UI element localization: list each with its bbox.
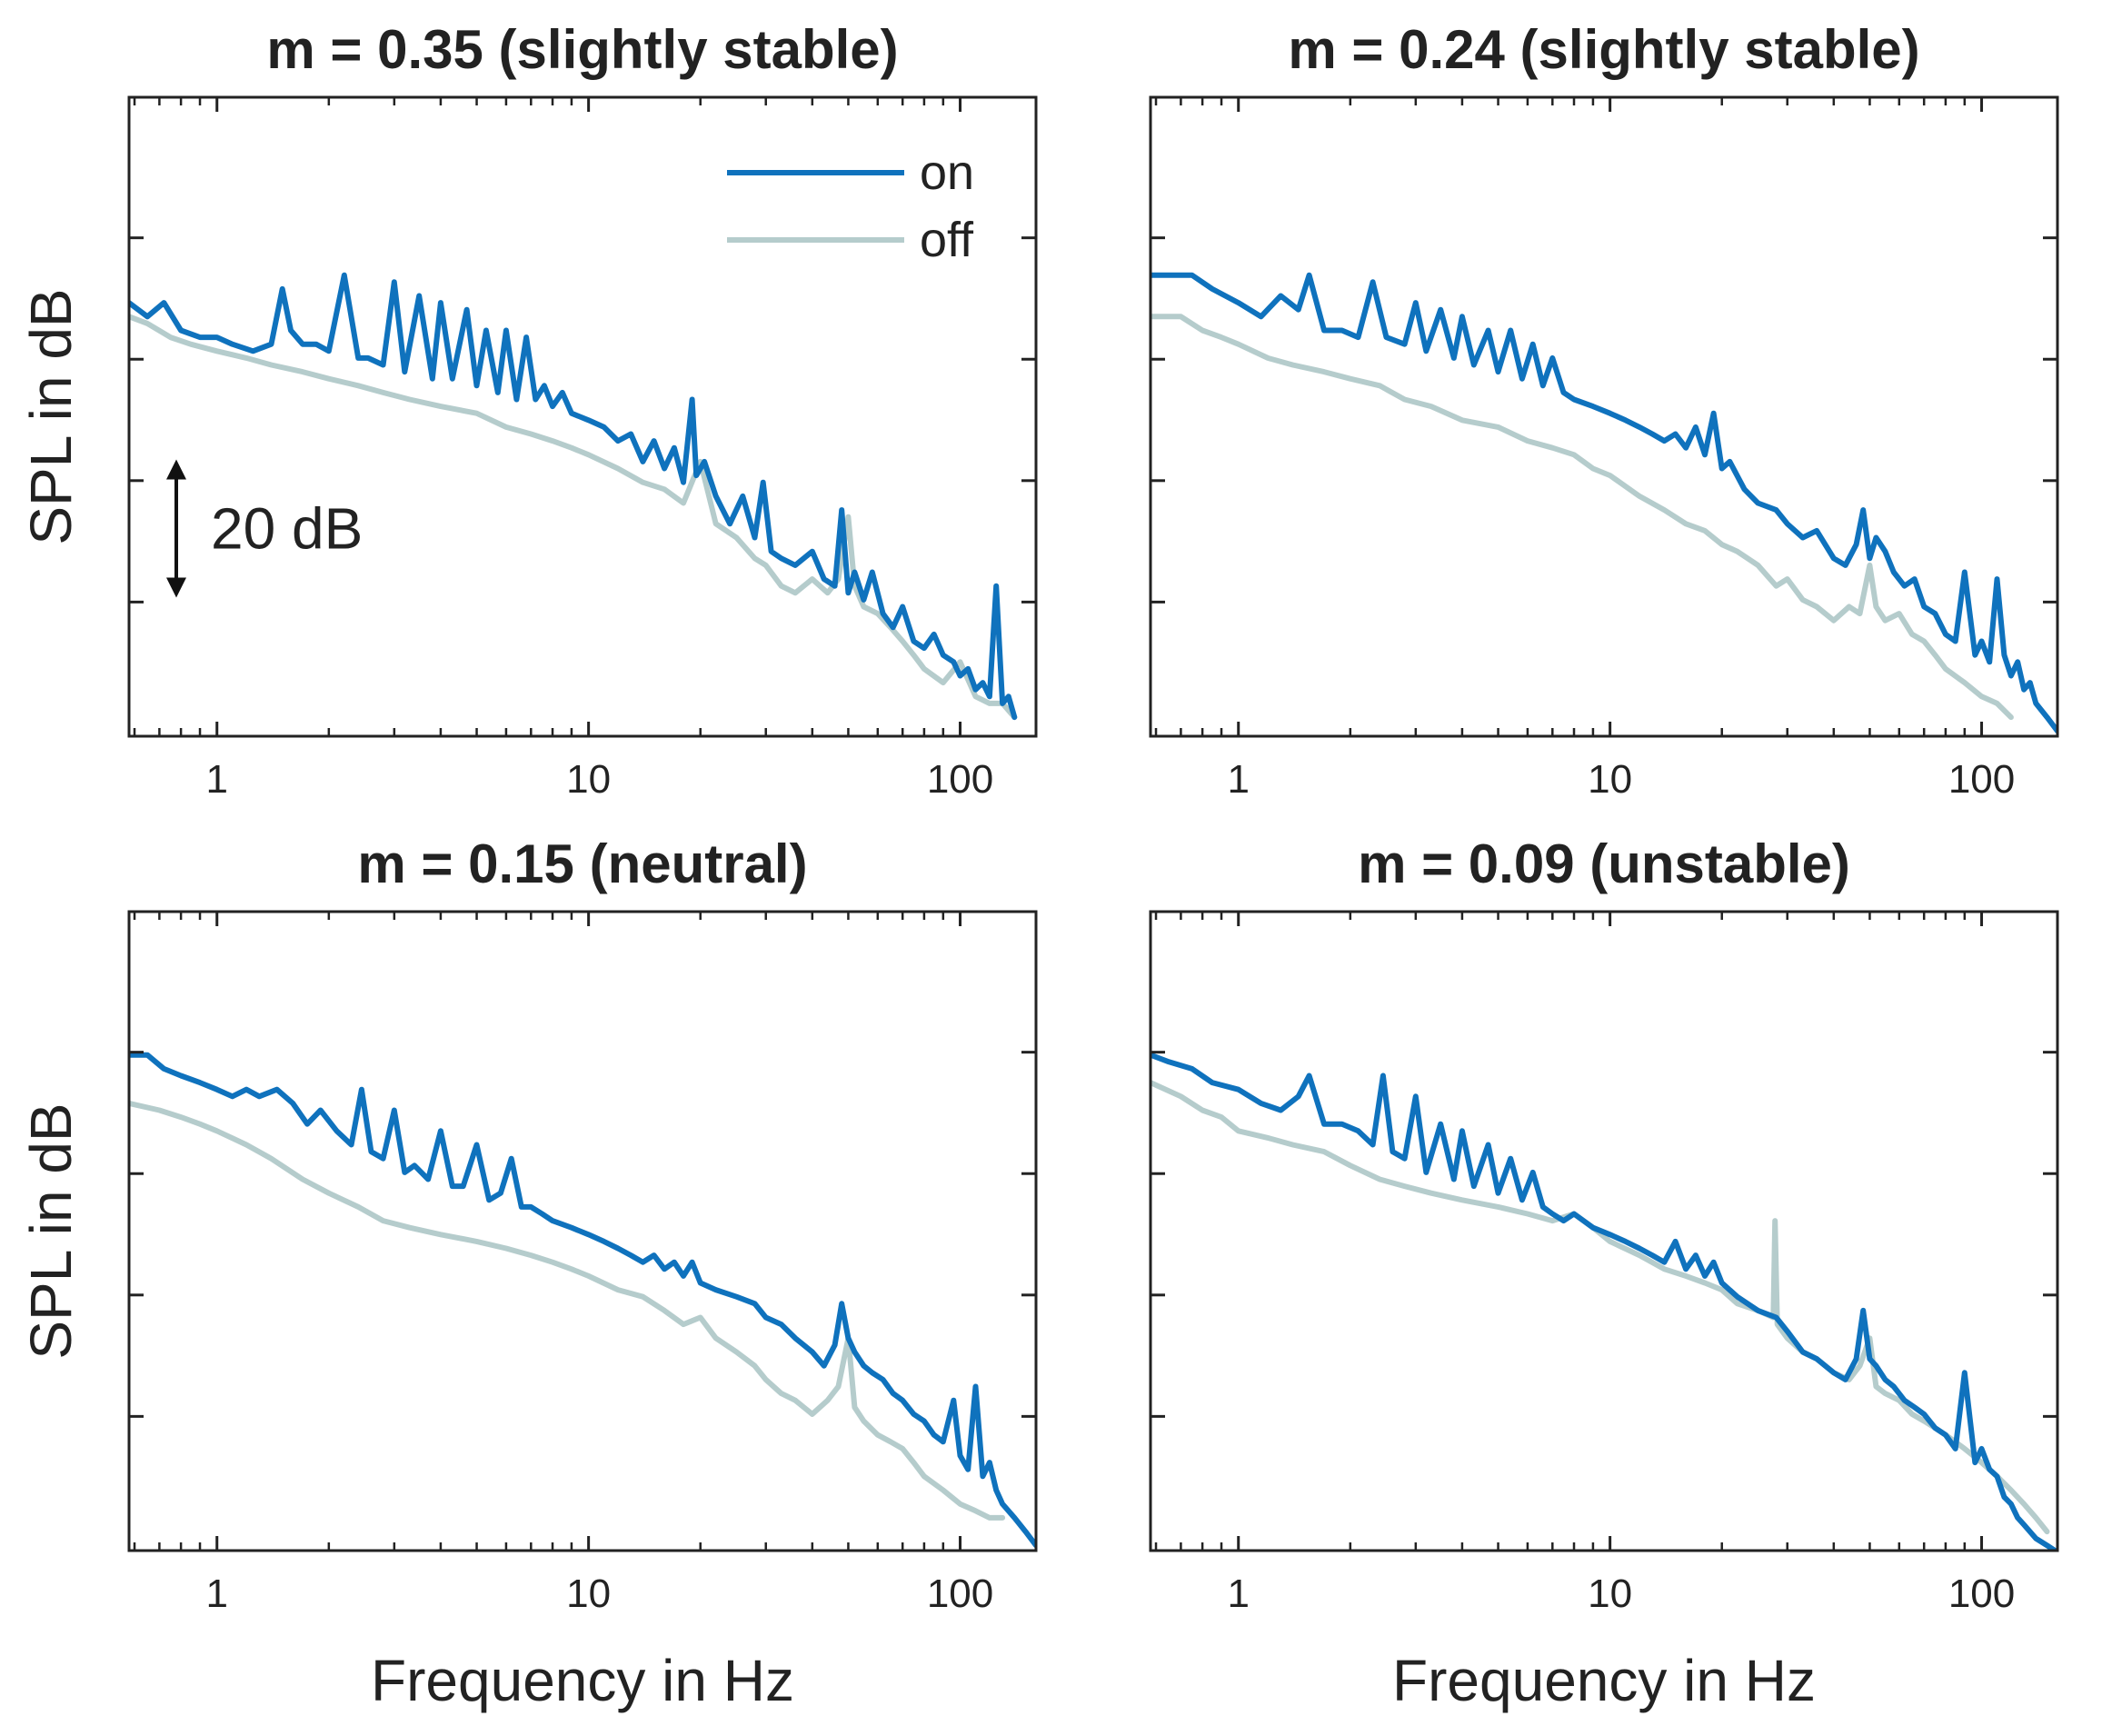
- scale-bar: 20 dB: [166, 459, 363, 598]
- plot-frame: [1149, 910, 2059, 1552]
- x-tick-label: 100: [1948, 757, 2015, 802]
- panel-title: m = 0.35 (slightly stable): [266, 19, 898, 80]
- panel-1: m = 0.35 (slightly stable) 1 10 100 SPL in d…: [18, 19, 1038, 802]
- plot-frame: [127, 95, 1038, 738]
- plot-frame: [1149, 95, 2059, 738]
- series-off-line: [129, 1100, 1006, 1521]
- series-on-line: [1151, 272, 2057, 734]
- panel-2: m = 0.24 (slightly stable) 1 10 100: [1149, 19, 2059, 802]
- panel-title: m = 0.24 (slightly stable): [1288, 19, 1919, 80]
- series-on-line: [1151, 1052, 2057, 1551]
- legend: on off: [727, 145, 974, 267]
- legend-label-on: on: [920, 145, 974, 200]
- x-tick-label: 1: [1227, 1571, 1249, 1616]
- x-tick-label: 10: [566, 1571, 611, 1616]
- x-tick-label: 1: [1227, 757, 1249, 802]
- x-tick-label: 10: [1588, 757, 1632, 802]
- series-off-line: [129, 314, 1018, 721]
- scale-bar-label: 20 dB: [211, 496, 363, 562]
- series-on-line: [129, 1052, 1036, 1549]
- y-axis-label: SPL in dB: [18, 288, 84, 544]
- x-tick-label: 1: [205, 757, 227, 802]
- panel-4: m = 0.09 (unstable) 1 10 100 Frequency in Hz: [1149, 833, 2059, 1713]
- x-tick-label: 1: [205, 1571, 227, 1616]
- x-tick-label: 10: [1588, 1571, 1632, 1616]
- scale-arrow-down-icon: [166, 577, 186, 598]
- series-off-line: [1151, 1080, 2050, 1535]
- panel-3: m = 0.15 (neutral) 1 10 100 SPL in dB Frequen…: [18, 833, 1038, 1713]
- series-off-line: [1151, 314, 2014, 721]
- x-axis-label: Frequency in Hz: [1392, 1648, 1816, 1713]
- x-tick-label: 100: [927, 1571, 993, 1616]
- x-tick-label: 100: [1948, 1571, 2015, 1616]
- panel-title: m = 0.15 (neutral): [357, 833, 807, 894]
- legend-label-off: off: [920, 213, 974, 267]
- panel-title: m = 0.09 (unstable): [1358, 833, 1850, 894]
- x-tick-label: 100: [927, 757, 993, 802]
- x-tick-label: 10: [566, 757, 611, 802]
- y-axis-label: SPL in dB: [18, 1102, 84, 1359]
- plot-frame: [127, 910, 1038, 1552]
- series-on-line: [129, 272, 1018, 721]
- x-axis-label: Frequency in Hz: [371, 1648, 794, 1713]
- scale-arrow-up-icon: [166, 459, 186, 480]
